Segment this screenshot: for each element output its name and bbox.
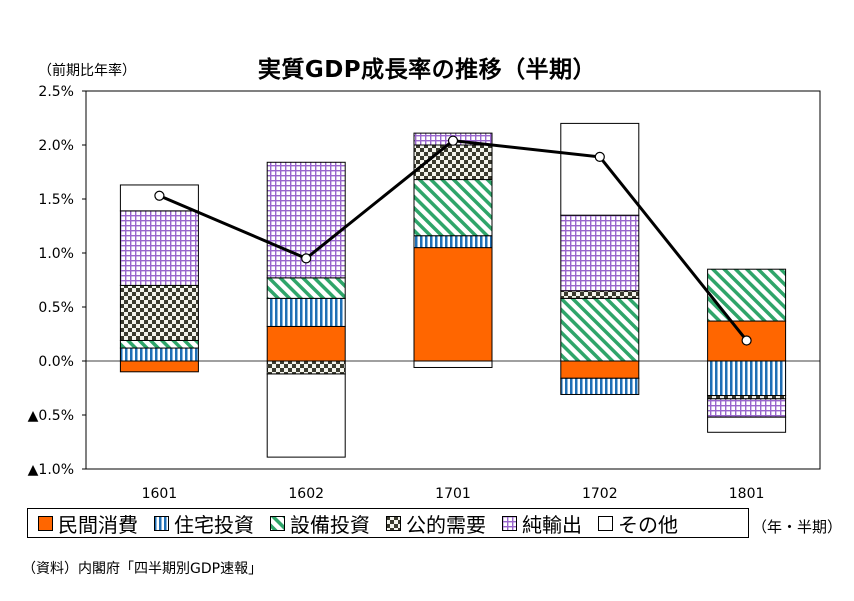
bar-segment	[119, 360, 199, 373]
bar-segment	[560, 377, 640, 395]
legend-item: その他	[598, 509, 678, 538]
legend-item: 設備投資	[270, 509, 370, 538]
legend-swatch	[38, 515, 53, 531]
x-tick-label: 1801	[729, 486, 765, 502]
y-axis: 2.5% 2.0% 1.5% 1.0% 0.5% 0.0% ▲0.5% ▲1.0%	[28, 84, 86, 478]
legend-item: 公的需要	[386, 509, 486, 538]
bar-segment	[119, 210, 199, 286]
legend-swatch	[598, 515, 613, 531]
chart-title: 実質GDP成長率の推移（半期）	[257, 57, 597, 83]
y-tick-label: ▲1.0%	[28, 462, 74, 478]
bar-segment	[413, 247, 493, 362]
bars	[86, 122, 820, 458]
y-tick-label: 2.5%	[38, 84, 74, 100]
legend-label: 公的需要	[406, 512, 486, 537]
x-tick-label: 1701	[435, 486, 471, 502]
bar-segment	[560, 290, 640, 299]
legend-label: 住宅投資	[174, 512, 254, 537]
gdp-line	[154, 135, 752, 346]
bar-segment	[560, 297, 640, 362]
bar-segment	[266, 277, 346, 299]
x-axis-unit: （年・半期）	[752, 518, 843, 536]
bar-segment	[413, 179, 493, 237]
y-tick-label: ▲0.5%	[28, 408, 74, 424]
bar-segment	[560, 122, 640, 216]
gdp-point	[154, 190, 165, 201]
y-tick-label: 1.5%	[38, 192, 74, 208]
x-tick-label: 1602	[288, 486, 324, 502]
bar-segment	[560, 214, 640, 292]
x-tick-label: 1601	[142, 486, 178, 502]
bar-segment	[413, 360, 493, 368]
bar-segment	[119, 284, 199, 341]
bar-segment	[707, 268, 787, 322]
bar-segment	[119, 339, 199, 349]
legend-label: 民間消費	[58, 512, 138, 537]
bar-segment	[266, 297, 346, 327]
source-note: （資料）内閣府「四半期別GDP速報」	[22, 561, 263, 577]
y-tick-label: 0.0%	[38, 354, 74, 370]
bar-segment	[707, 398, 787, 418]
y-tick-label: 0.5%	[38, 300, 74, 316]
bar-segment	[707, 360, 787, 397]
legend-label: 設備投資	[290, 512, 370, 537]
legend-item: 純輸出	[502, 509, 582, 538]
legend-swatch	[270, 515, 285, 531]
bar-segment	[266, 325, 346, 362]
bar-segment	[707, 416, 787, 433]
y-axis-unit: （前期比年率）	[38, 63, 136, 79]
bar-segment	[119, 347, 199, 362]
legend-label: その他	[618, 512, 678, 537]
x-axis: 1601 1602 1701 1702 1801	[142, 486, 765, 502]
y-tick-label: 2.0%	[38, 138, 74, 154]
legend-item: 民間消費	[38, 509, 138, 538]
legend: 民間消費 住宅投資 設備投資 公的需要 純輸出 その他	[27, 508, 749, 538]
x-tick-label: 1702	[582, 486, 618, 502]
bar-segment	[560, 360, 640, 379]
legend-item: 住宅投資	[154, 509, 254, 538]
gdp-point	[447, 135, 459, 146]
bar-segment	[266, 373, 346, 458]
bar-segment	[413, 235, 493, 249]
legend-swatch	[386, 515, 401, 531]
gdp-point	[594, 151, 605, 162]
legend-label: 純輸出	[522, 512, 582, 537]
y-tick-label: 1.0%	[38, 246, 74, 262]
legend-swatch	[502, 515, 517, 531]
gdp-point	[301, 253, 312, 264]
bar-segment	[266, 360, 346, 375]
gdp-point	[741, 335, 752, 346]
legend-swatch	[154, 515, 169, 531]
